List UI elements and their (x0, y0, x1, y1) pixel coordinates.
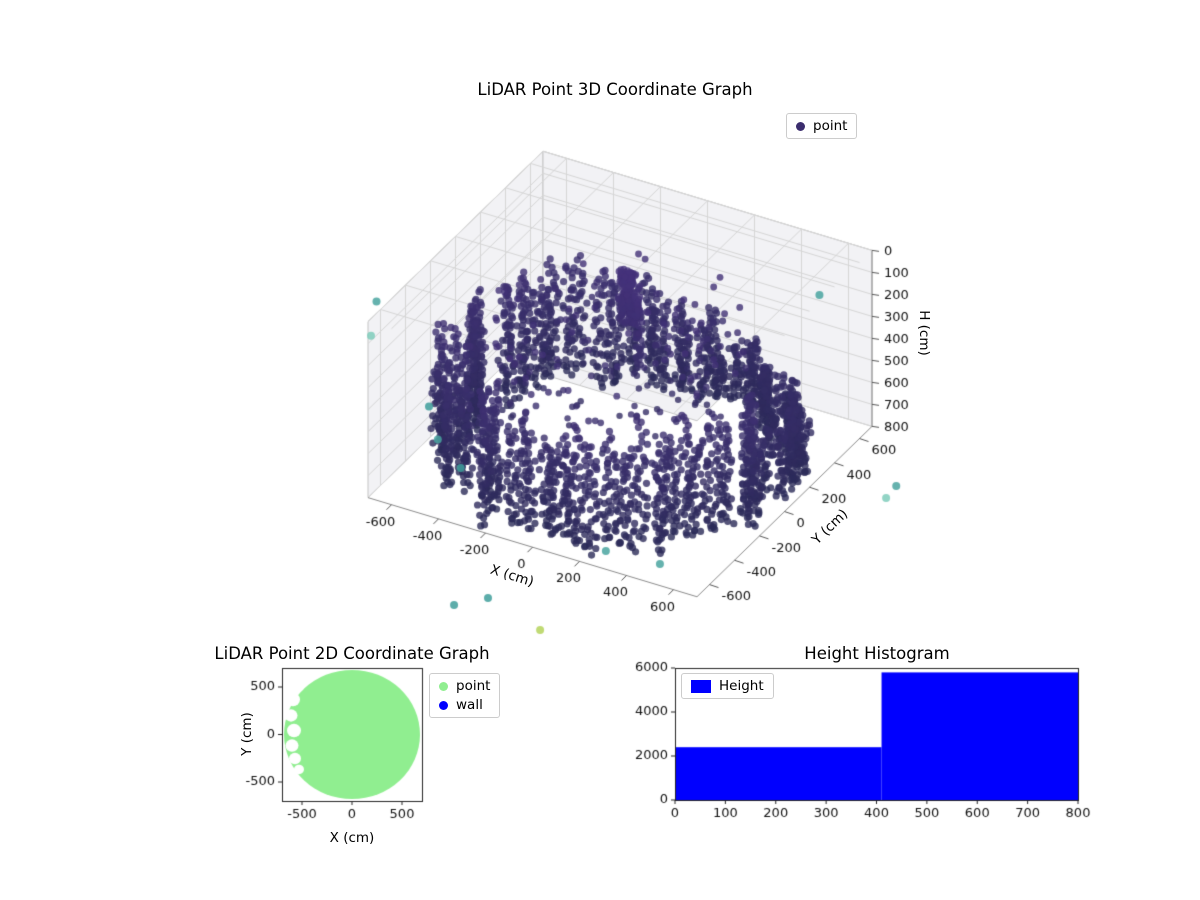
legend-label-wall-2d: wall (456, 697, 483, 713)
histogram-title: Height Histogram (804, 644, 950, 663)
scatter-marker-icon (439, 681, 448, 691)
chart2d-title: LiDAR Point 2D Coordinate Graph (214, 644, 490, 663)
legend-item-point-2d: point (439, 678, 490, 694)
chart2d-xaxis-label: X (cm) (329, 830, 375, 846)
scatter-marker-icon (796, 121, 805, 131)
bar-patch-icon (691, 679, 711, 693)
legend-item-height: Height (691, 678, 764, 694)
legend-label-point-3d: point (813, 118, 848, 134)
scatter-marker-icon (439, 700, 448, 710)
legend-item-wall-2d: wall (439, 697, 490, 713)
chart2d-yaxis-label: Y (cm) (239, 712, 255, 756)
chart3d-legend: point (786, 113, 858, 139)
chart3d-title: LiDAR Point 3D Coordinate Graph (477, 80, 753, 99)
chart2d-legend: point wall (429, 673, 501, 718)
legend-item-point-3d: point (796, 118, 847, 134)
histogram-legend: Height (681, 673, 774, 699)
legend-label-point-2d: point (456, 678, 491, 694)
legend-label-height: Height (719, 678, 764, 694)
chart3d-zaxis-label: H (cm) (916, 310, 932, 356)
